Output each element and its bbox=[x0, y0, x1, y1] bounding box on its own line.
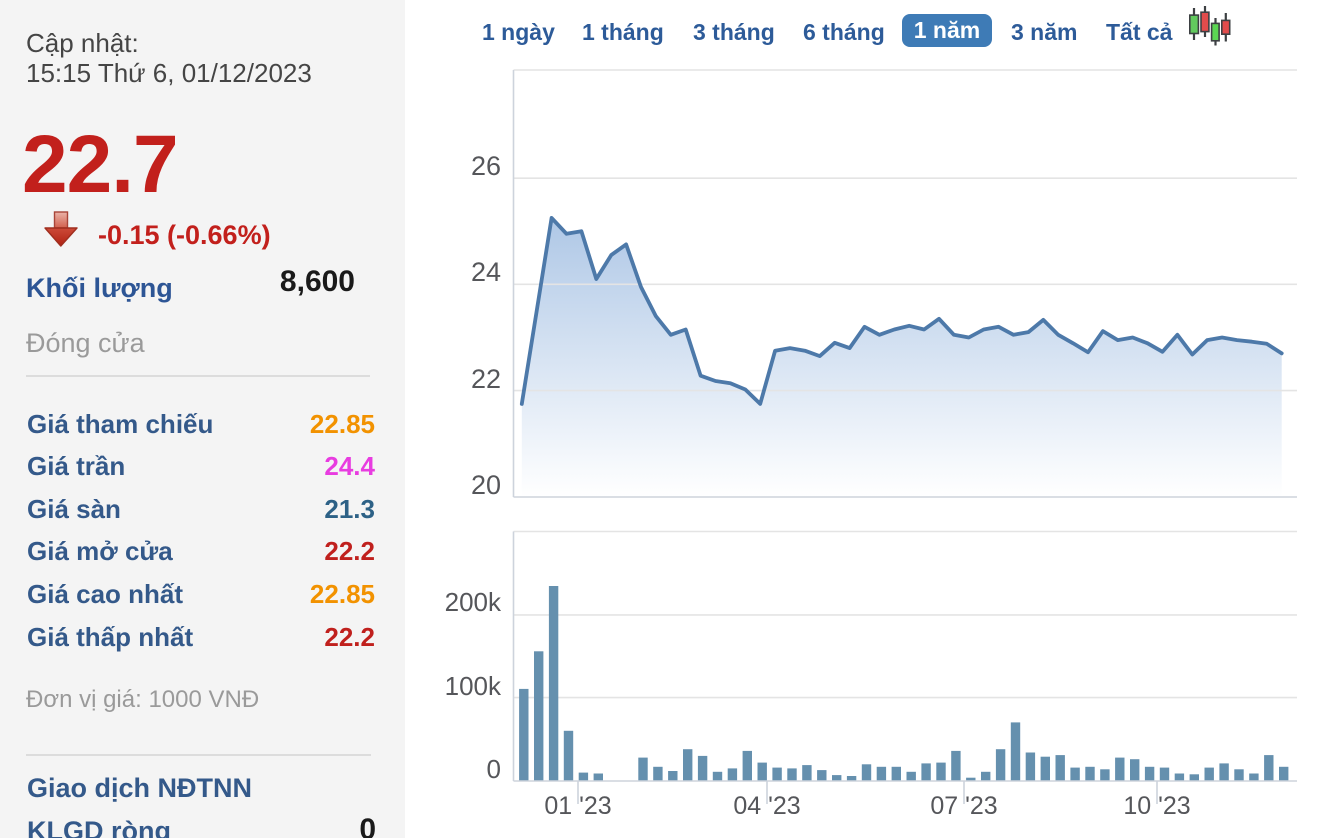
svg-text:07 '23: 07 '23 bbox=[930, 792, 997, 820]
svg-text:10 '23: 10 '23 bbox=[1123, 792, 1190, 820]
svg-text:04 '23: 04 '23 bbox=[733, 792, 800, 820]
svg-text:0: 0 bbox=[487, 754, 501, 784]
svg-text:100k: 100k bbox=[445, 671, 502, 701]
svg-text:200k: 200k bbox=[445, 587, 502, 617]
svg-text:20: 20 bbox=[471, 470, 501, 500]
svg-text:22: 22 bbox=[471, 364, 501, 394]
svg-text:24: 24 bbox=[471, 257, 501, 287]
svg-text:01 '23: 01 '23 bbox=[544, 792, 611, 820]
svg-text:26: 26 bbox=[471, 151, 501, 181]
